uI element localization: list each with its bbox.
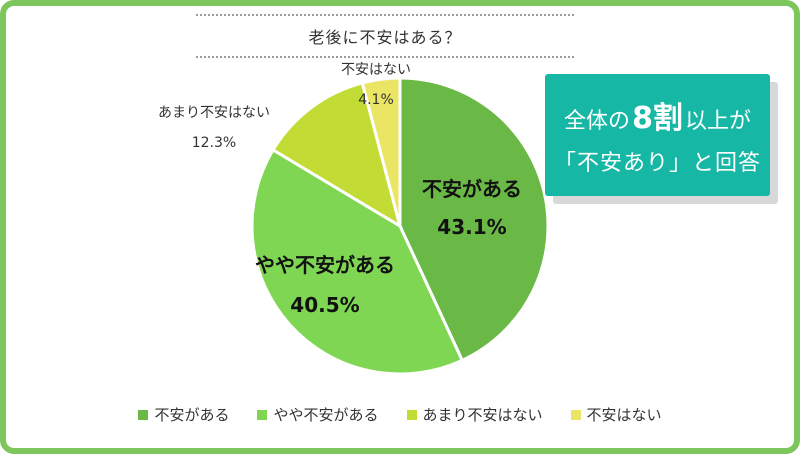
chart-legend: 不安がある やや不安がある あまり不安はない 不安はない [0,404,800,425]
summary-callout: 全体の 8割 以上が 「不安あり」と回答 [545,74,770,196]
slice-label-not-anxious: 不安はない [341,62,411,78]
chart-title: 老後に不安はある？ [308,28,462,47]
slice-value-anxious: 43.1% [437,215,506,239]
callout-suffix: 以上が [684,109,751,134]
pie-slice-anxious [398,76,550,363]
legend-label-anxious: 不安がある [154,406,230,424]
legend-swatch-somewhat-anxious [257,409,268,420]
callout-emphasis: 8割 [632,101,683,136]
pie-slices [250,76,550,376]
legend-item-anxious: 不安がある [138,404,229,425]
pie-slice-somewhat-anxious [250,147,465,376]
slice-label-not-very-anxious: あまり不安はない [158,105,270,121]
callout-prefix: 全体の [564,109,631,134]
legend-item-not-anxious: 不安はない [570,404,662,425]
legend-item-not-very-anxious: あまり不安はない [406,404,543,425]
legend-swatch-not-anxious [570,409,581,420]
legend-swatch-not-very-anxious [406,409,417,420]
legend-swatch-anxious [138,409,149,420]
legend-label-somewhat-anxious: やや不安がある [273,406,379,424]
slice-label-anxious: 不安がある [422,177,522,201]
slice-value-not-very-anxious: 12.3% [192,135,236,151]
legend-label-not-very-anxious: あまり不安はない [422,406,543,424]
callout-line1: 全体の 8割 以上が [564,93,751,137]
slice-label-somewhat-anxious: やや不安がある [255,253,395,277]
chart-title-box: 老後に不安はある？ [196,14,574,58]
pie-slice-not-anxious [360,76,402,227]
legend-label-not-anxious: 不安はない [586,406,662,424]
pie-slice-not-very-anxious [271,81,403,230]
callout-line2: 「不安あり」と回答 [553,151,761,176]
slice-value-not-anxious: 4.1% [358,92,394,108]
slice-value-somewhat-anxious: 40.5% [290,293,359,317]
legend-item-somewhat-anxious: やや不安がある [257,404,379,425]
pie-labels: 不安がある 43.1% やや不安がある 40.5% あまり不安はない 12.3% 不安はない… [158,62,522,317]
